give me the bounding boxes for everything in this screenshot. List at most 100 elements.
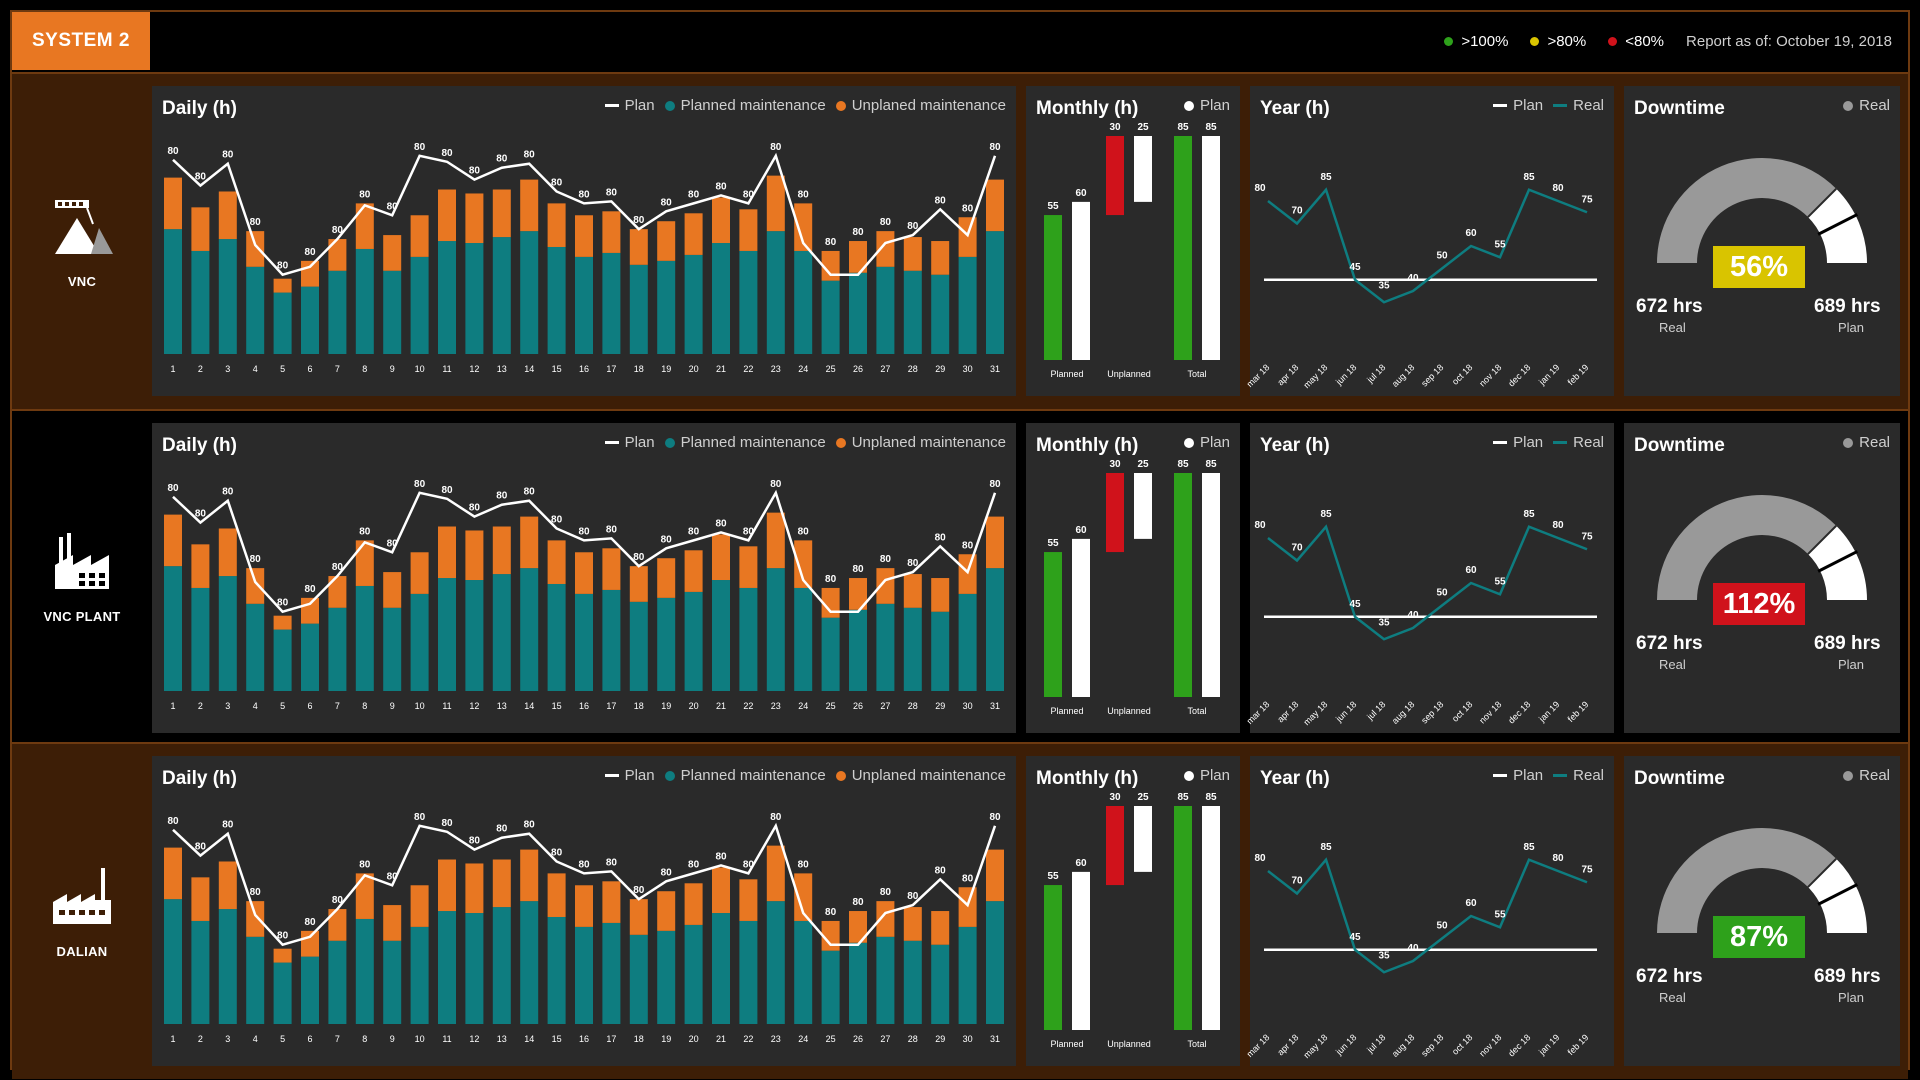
unplanned-bar[interactable]	[986, 179, 1004, 232]
planned-bar[interactable]	[164, 899, 182, 1024]
planned-bar[interactable]	[766, 231, 785, 354]
planned-bar[interactable]	[191, 920, 210, 1024]
site-block[interactable]: VNC PLANT	[12, 411, 152, 742]
planned-bar[interactable]	[465, 580, 484, 691]
planned-bar[interactable]	[876, 936, 895, 1024]
unplanned-bar[interactable]	[821, 250, 840, 281]
unplanned-bar[interactable]	[712, 197, 730, 244]
planned-bar[interactable]	[712, 580, 730, 691]
unplanned-bar[interactable]	[246, 231, 265, 267]
unplanned-bar[interactable]	[766, 512, 785, 569]
planned-bar[interactable]	[218, 576, 237, 691]
site-block[interactable]: DALIAN	[12, 744, 152, 1079]
unplanned-bar[interactable]	[218, 528, 237, 577]
planned-bar[interactable]	[465, 913, 484, 1024]
system-badge[interactable]: SYSTEM 2	[12, 12, 150, 70]
planned-bar[interactable]	[246, 936, 265, 1024]
planned-bar[interactable]	[602, 252, 621, 354]
monthly-plan-bar[interactable]	[1202, 136, 1220, 360]
plan-line[interactable]	[172, 489, 997, 614]
monthly-real-bar[interactable]	[1044, 552, 1062, 697]
planned-bar[interactable]	[246, 266, 265, 354]
unplanned-bar[interactable]	[876, 231, 895, 267]
unplanned-bar[interactable]	[383, 572, 402, 608]
planned-bar[interactable]	[492, 237, 511, 354]
unplanned-bar[interactable]	[903, 907, 922, 941]
unplanned-bar[interactable]	[246, 568, 265, 604]
monthly-real-bar[interactable]	[1106, 473, 1124, 553]
unplanned-bar[interactable]	[876, 568, 895, 604]
planned-bar[interactable]	[931, 611, 950, 691]
unplanned-bar[interactable]	[273, 278, 292, 293]
planned-bar[interactable]	[629, 934, 648, 1024]
unplanned-bar[interactable]	[218, 861, 237, 910]
unplanned-bar[interactable]	[465, 863, 484, 914]
unplanned-bar[interactable]	[465, 193, 484, 244]
unplanned-bar[interactable]	[328, 909, 347, 941]
unplanned-bar[interactable]	[438, 526, 456, 579]
unplanned-bar[interactable]	[492, 859, 511, 908]
planned-bar[interactable]	[821, 617, 840, 691]
planned-bar[interactable]	[273, 962, 292, 1024]
unplanned-bar[interactable]	[438, 189, 456, 242]
monthly-real-bar[interactable]	[1044, 885, 1062, 1030]
monthly-plan-bar[interactable]	[1072, 201, 1090, 360]
planned-bar[interactable]	[191, 250, 210, 354]
planned-bar[interactable]	[328, 940, 347, 1024]
monthly-plan-bar[interactable]	[1134, 806, 1152, 872]
unplanned-bar[interactable]	[849, 578, 867, 610]
monthly-real-bar[interactable]	[1174, 473, 1192, 697]
unplanned-bar[interactable]	[492, 189, 511, 238]
planned-bar[interactable]	[986, 568, 1004, 691]
real-line[interactable]	[1267, 857, 1588, 974]
planned-bar[interactable]	[355, 248, 374, 354]
planned-bar[interactable]	[492, 574, 511, 691]
unplanned-bar[interactable]	[355, 203, 374, 249]
planned-bar[interactable]	[739, 250, 758, 354]
unplanned-bar[interactable]	[766, 845, 785, 902]
unplanned-bar[interactable]	[602, 211, 621, 253]
unplanned-bar[interactable]	[355, 873, 374, 919]
planned-bar[interactable]	[849, 942, 867, 1024]
unplanned-bar[interactable]	[629, 566, 648, 602]
planned-bar[interactable]	[958, 926, 977, 1024]
unplanned-bar[interactable]	[301, 260, 319, 287]
planned-bar[interactable]	[739, 587, 758, 691]
unplanned-bar[interactable]	[575, 215, 593, 257]
planned-bar[interactable]	[657, 597, 676, 691]
monthly-plan-bar[interactable]	[1072, 871, 1090, 1030]
unplanned-bar[interactable]	[739, 879, 758, 921]
planned-bar[interactable]	[629, 601, 648, 691]
unplanned-bar[interactable]	[657, 891, 676, 931]
planned-bar[interactable]	[657, 930, 676, 1024]
unplanned-bar[interactable]	[931, 911, 950, 945]
planned-bar[interactable]	[410, 593, 429, 691]
unplanned-bar[interactable]	[739, 209, 758, 251]
planned-bar[interactable]	[958, 256, 977, 354]
monthly-real-bar[interactable]	[1106, 806, 1124, 886]
unplanned-bar[interactable]	[164, 514, 182, 567]
planned-bar[interactable]	[766, 568, 785, 691]
planned-bar[interactable]	[794, 587, 813, 691]
planned-bar[interactable]	[849, 272, 867, 354]
planned-bar[interactable]	[520, 901, 539, 1024]
planned-bar[interactable]	[821, 280, 840, 354]
planned-bar[interactable]	[821, 950, 840, 1024]
planned-bar[interactable]	[629, 264, 648, 354]
unplanned-bar[interactable]	[520, 516, 539, 569]
unplanned-bar[interactable]	[301, 597, 319, 624]
planned-bar[interactable]	[712, 243, 730, 354]
unplanned-bar[interactable]	[191, 877, 210, 921]
planned-bar[interactable]	[465, 243, 484, 354]
unplanned-bar[interactable]	[520, 849, 539, 902]
unplanned-bar[interactable]	[849, 241, 867, 273]
planned-bar[interactable]	[903, 940, 922, 1024]
planned-bar[interactable]	[438, 578, 456, 691]
planned-bar[interactable]	[328, 270, 347, 354]
unplanned-bar[interactable]	[821, 920, 840, 951]
unplanned-bar[interactable]	[246, 901, 265, 937]
planned-bar[interactable]	[575, 926, 593, 1024]
planned-bar[interactable]	[410, 256, 429, 354]
unplanned-bar[interactable]	[629, 229, 648, 265]
planned-bar[interactable]	[876, 266, 895, 354]
